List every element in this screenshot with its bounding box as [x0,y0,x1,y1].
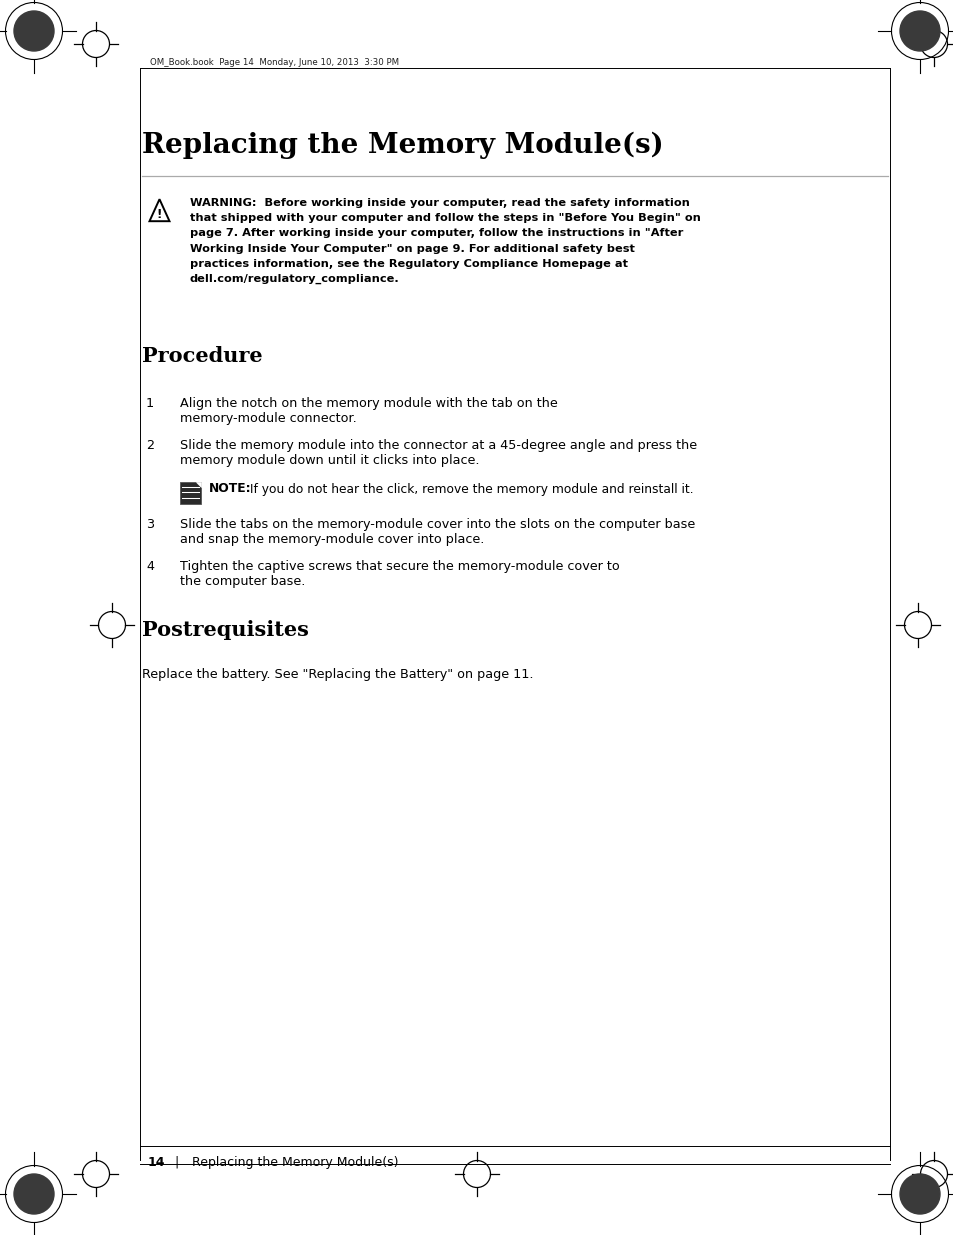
Circle shape [899,11,939,51]
Text: Replacing the Memory Module(s): Replacing the Memory Module(s) [192,1156,398,1170]
Text: Align the notch on the memory module with the tab on the
memory-module connector: Align the notch on the memory module wit… [180,396,558,425]
Text: Replace the battery. See "Replacing the Battery" on page 11.: Replace the battery. See "Replacing the … [142,668,533,680]
Text: Slide the tabs on the memory-module cover into the slots on the computer base
an: Slide the tabs on the memory-module cove… [180,517,695,546]
Text: Procedure: Procedure [142,346,262,366]
Polygon shape [196,482,201,487]
Text: dell.com/regulatory_compliance.: dell.com/regulatory_compliance. [190,274,399,284]
Text: page 7. After working inside your computer, follow the instructions in "After: page 7. After working inside your comput… [190,228,682,238]
Text: OM_Book.book  Page 14  Monday, June 10, 2013  3:30 PM: OM_Book.book Page 14 Monday, June 10, 20… [150,58,398,67]
Circle shape [899,1174,939,1214]
Text: 14: 14 [148,1156,165,1170]
Text: practices information, see the Regulatory Compliance Homepage at: practices information, see the Regulator… [190,259,627,269]
Text: Slide the memory module into the connector at a 45-degree angle and press the
me: Slide the memory module into the connect… [180,438,697,467]
Text: WARNING:  Before working inside your computer, read the safety information: WARNING: Before working inside your comp… [190,198,689,207]
Text: 3: 3 [146,517,154,531]
Text: 2: 2 [146,438,153,452]
Text: Working Inside Your Computer" on page 9. For additional safety best: Working Inside Your Computer" on page 9.… [190,243,634,253]
Circle shape [14,1174,54,1214]
Text: !: ! [156,207,162,221]
Text: |: | [173,1156,178,1170]
Text: that shipped with your computer and follow the steps in "Before You Begin" on: that shipped with your computer and foll… [190,214,700,224]
Circle shape [14,11,54,51]
Text: Postrequisites: Postrequisites [142,620,309,640]
Text: If you do not hear the click, remove the memory module and reinstall it.: If you do not hear the click, remove the… [246,483,693,495]
Text: Tighten the captive screws that secure the memory-module cover to
the computer b: Tighten the captive screws that secure t… [180,559,619,588]
Text: 4: 4 [146,559,153,573]
FancyBboxPatch shape [180,482,201,504]
Text: 1: 1 [146,396,154,410]
Text: Replacing the Memory Module(s): Replacing the Memory Module(s) [142,132,663,159]
Text: NOTE:: NOTE: [209,483,251,495]
